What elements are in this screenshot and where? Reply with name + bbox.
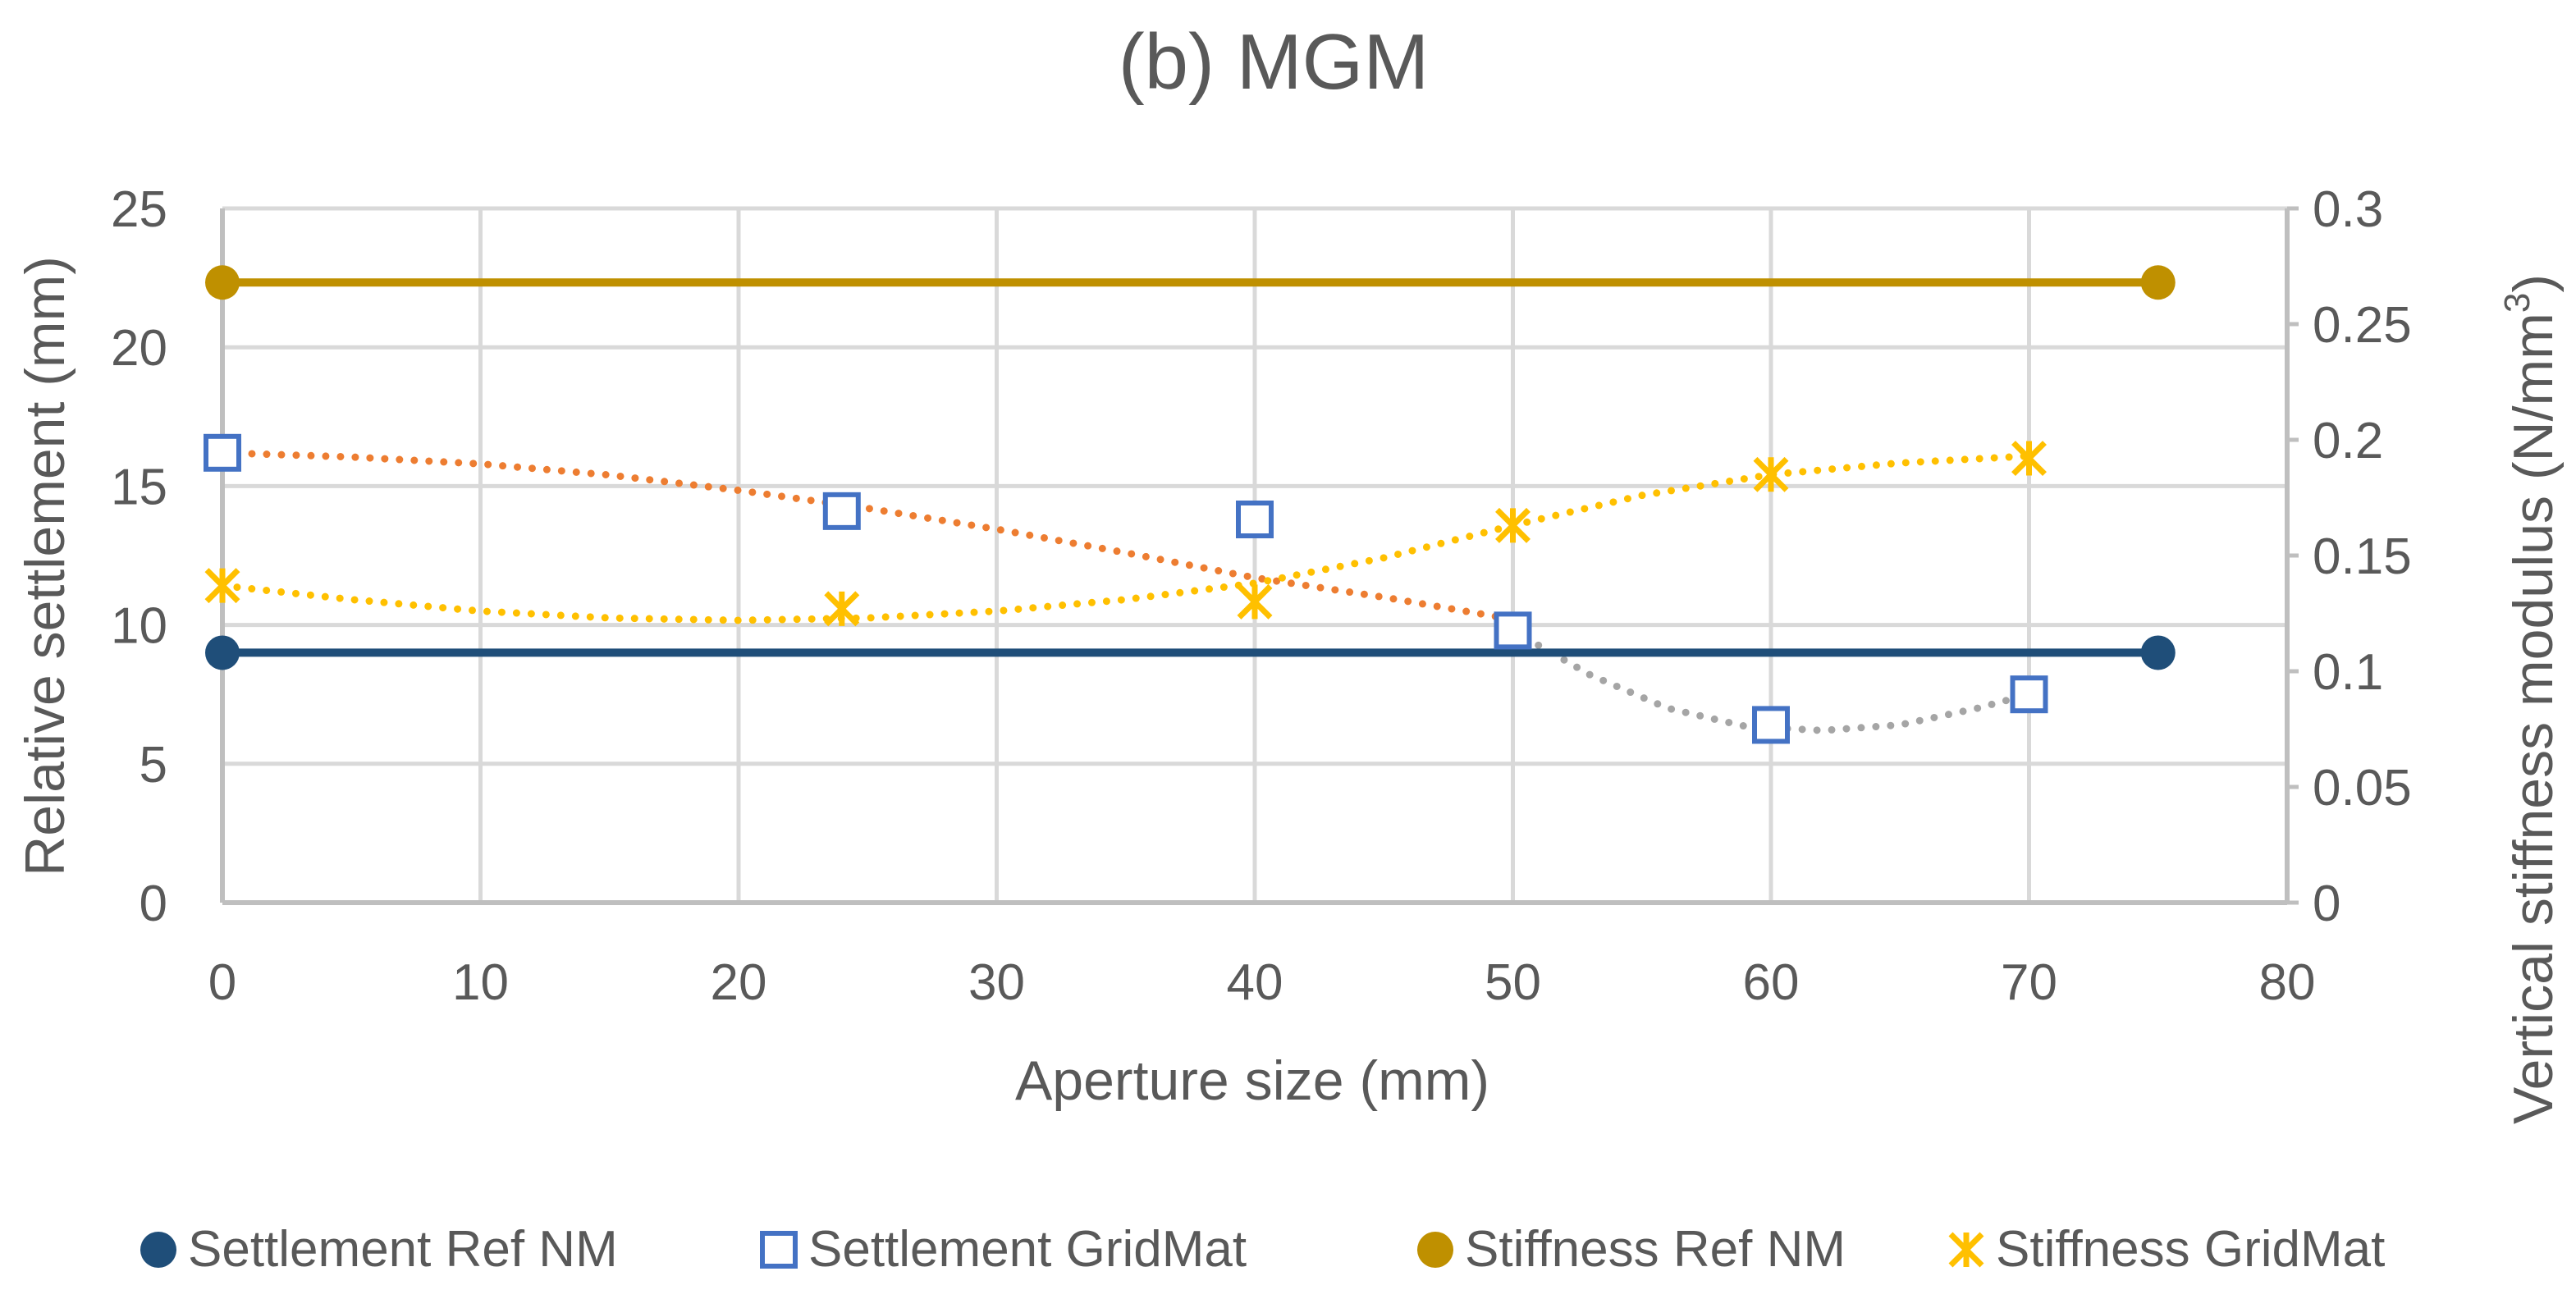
x-tick-label: 0 xyxy=(208,954,236,1011)
x-tick-label: 80 xyxy=(2259,954,2316,1011)
legend: Settlement Ref NM Settlement GridMat Stiff… xyxy=(140,1221,2385,1278)
stiffness-gridmat-point xyxy=(824,591,860,627)
settlement-gridmat-point xyxy=(1494,611,1532,650)
legend-item-stiffness-gridmat: Stiffness GridMat xyxy=(1948,1221,2385,1278)
x-tick-label: 40 xyxy=(1227,954,1283,1011)
legend-marker xyxy=(760,1231,798,1269)
settlement-gridmat-point xyxy=(822,492,861,530)
y2-tick-label: 0.2 xyxy=(2313,413,2383,469)
y-axis-label: Relative settlement (mm) xyxy=(14,256,76,876)
y2-tick-label: 0.1 xyxy=(2313,644,2383,701)
chart-title: (b) MGM xyxy=(1119,18,1430,106)
y2-tick-labels: 0 0.05 0.1 0.15 0.2 0.25 0.3 xyxy=(2313,181,2412,932)
legend-label: Settlement Ref NM xyxy=(188,1221,618,1278)
stiffness-gridmat-point xyxy=(2011,441,2047,477)
x-tick-label: 60 xyxy=(1743,954,1800,1011)
y-tick-label: 20 xyxy=(111,320,167,377)
y-tick-label: 0 xyxy=(140,876,167,932)
settlement-gridmat-point xyxy=(204,433,241,472)
x-tick-label: 50 xyxy=(1485,954,1541,1011)
stiffness-gridmat-point xyxy=(1237,583,1273,620)
settlement-gridmat-point xyxy=(1752,706,1790,744)
settlement-trend-1 xyxy=(218,449,1517,624)
legend-item-settlement-ref-nm: Settlement Ref NM xyxy=(140,1221,618,1278)
y2-tick-label: 0.25 xyxy=(2313,297,2412,354)
y-tick-label: 5 xyxy=(140,737,167,793)
y2-tick-label: 0.3 xyxy=(2313,181,2383,238)
x-tick-labels: 0 10 20 30 40 50 60 70 80 xyxy=(208,954,2316,1011)
stiffness-gridmat-point xyxy=(204,568,240,604)
x-axis-label: Aperture size (mm) xyxy=(1015,1050,1489,1112)
x-tick-label: 70 xyxy=(2001,954,2057,1011)
y-tick-label: 15 xyxy=(111,459,167,515)
markers xyxy=(204,265,2176,744)
legend-marker xyxy=(1948,1232,1984,1268)
series-lines xyxy=(222,278,2158,657)
stiffness-gridmat-point xyxy=(1753,456,1789,492)
settlement-gridmat-point xyxy=(1236,501,1274,539)
legend-marker xyxy=(1417,1232,1453,1268)
stiffness-trend xyxy=(218,452,2033,624)
stiffness-gridmat-point xyxy=(1495,507,1531,543)
legend-label: Settlement GridMat xyxy=(808,1221,1247,1278)
grid xyxy=(220,206,2299,905)
x-tick-label: 10 xyxy=(452,954,509,1011)
settlement-gridmat-point xyxy=(2010,675,2048,714)
y2-tick-label: 0 xyxy=(2313,876,2340,932)
stiffness-ref-nm-point xyxy=(205,265,240,300)
trendlines xyxy=(218,449,2033,734)
legend-marker xyxy=(140,1232,176,1268)
y2-axis-label: Vertical stiffness modulus (N/mm3) xyxy=(2497,274,2565,1124)
x-tick-label: 30 xyxy=(968,954,1025,1011)
legend-item-stiffness-ref-nm: Stiffness Ref NM xyxy=(1417,1221,1846,1278)
y2-tick-label: 0.15 xyxy=(2313,528,2412,585)
settlement-ref-nm-point xyxy=(205,635,240,670)
y-tick-label: 10 xyxy=(111,598,167,655)
x-tick-label: 20 xyxy=(711,954,767,1011)
y-tick-labels: 0 5 10 15 20 25 xyxy=(111,181,167,932)
legend-label: Stiffness GridMat xyxy=(1996,1221,2385,1278)
legend-item-settlement-gridmat: Settlement GridMat xyxy=(760,1221,1247,1278)
legend-label: Stiffness Ref NM xyxy=(1465,1221,1846,1278)
stiffness-ref-nm-point xyxy=(2140,265,2176,300)
y-tick-label: 25 xyxy=(111,181,167,238)
y2-tick-label: 0.05 xyxy=(2313,760,2412,816)
settlement-ref-nm-point xyxy=(2140,635,2176,670)
